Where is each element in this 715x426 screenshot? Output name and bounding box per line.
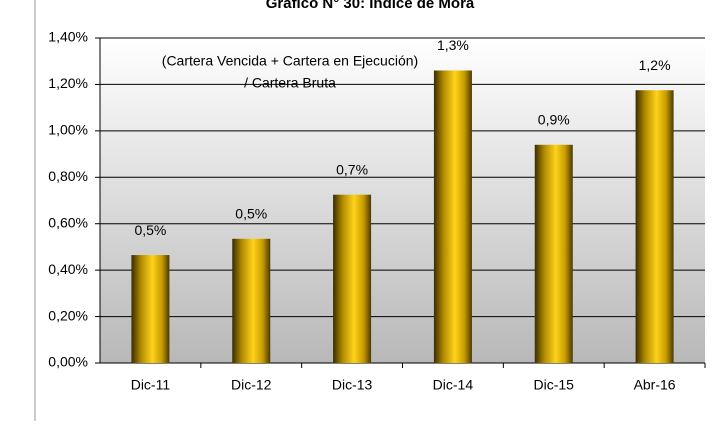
x-tick-label: Dic-11 — [131, 377, 171, 393]
value-label: 0,5% — [134, 222, 166, 238]
y-tick-label: 0,00% — [48, 354, 88, 370]
x-tick-label: Dic-14 — [433, 377, 474, 393]
x-tick-label: Dic-13 — [332, 377, 373, 393]
y-tick-label: 0,60% — [48, 214, 88, 230]
plot-area — [100, 38, 705, 363]
x-tick-label: Dic-15 — [534, 377, 575, 393]
value-label: 0,9% — [538, 111, 570, 127]
annotation: (Cartera Vencida + Cartera en Ejecución) — [162, 53, 418, 69]
y-tick-label: 1,00% — [48, 122, 88, 138]
bar — [635, 90, 674, 363]
value-label: 0,5% — [235, 206, 267, 222]
x-tick-label: Dic-12 — [231, 377, 272, 393]
bar — [433, 70, 472, 363]
y-tick-label: 0,80% — [48, 168, 88, 184]
annotation: / Cartera Bruta — [244, 75, 336, 91]
bar — [232, 238, 271, 363]
value-label: 1,3% — [437, 37, 469, 53]
y-tick-label: 0,40% — [48, 261, 88, 277]
value-label: 1,2% — [639, 57, 671, 73]
bar — [131, 255, 170, 363]
bar — [534, 144, 573, 363]
y-tick-label: 0,20% — [48, 307, 88, 323]
x-tick-label: Abr-16 — [634, 377, 676, 393]
bar — [333, 194, 372, 363]
value-label: 0,7% — [336, 161, 368, 177]
chart-title: Gráfico N° 30: Índice de Mora — [266, 0, 475, 12]
y-tick-label: 1,20% — [48, 75, 88, 91]
y-tick-label: 1,40% — [48, 29, 88, 45]
